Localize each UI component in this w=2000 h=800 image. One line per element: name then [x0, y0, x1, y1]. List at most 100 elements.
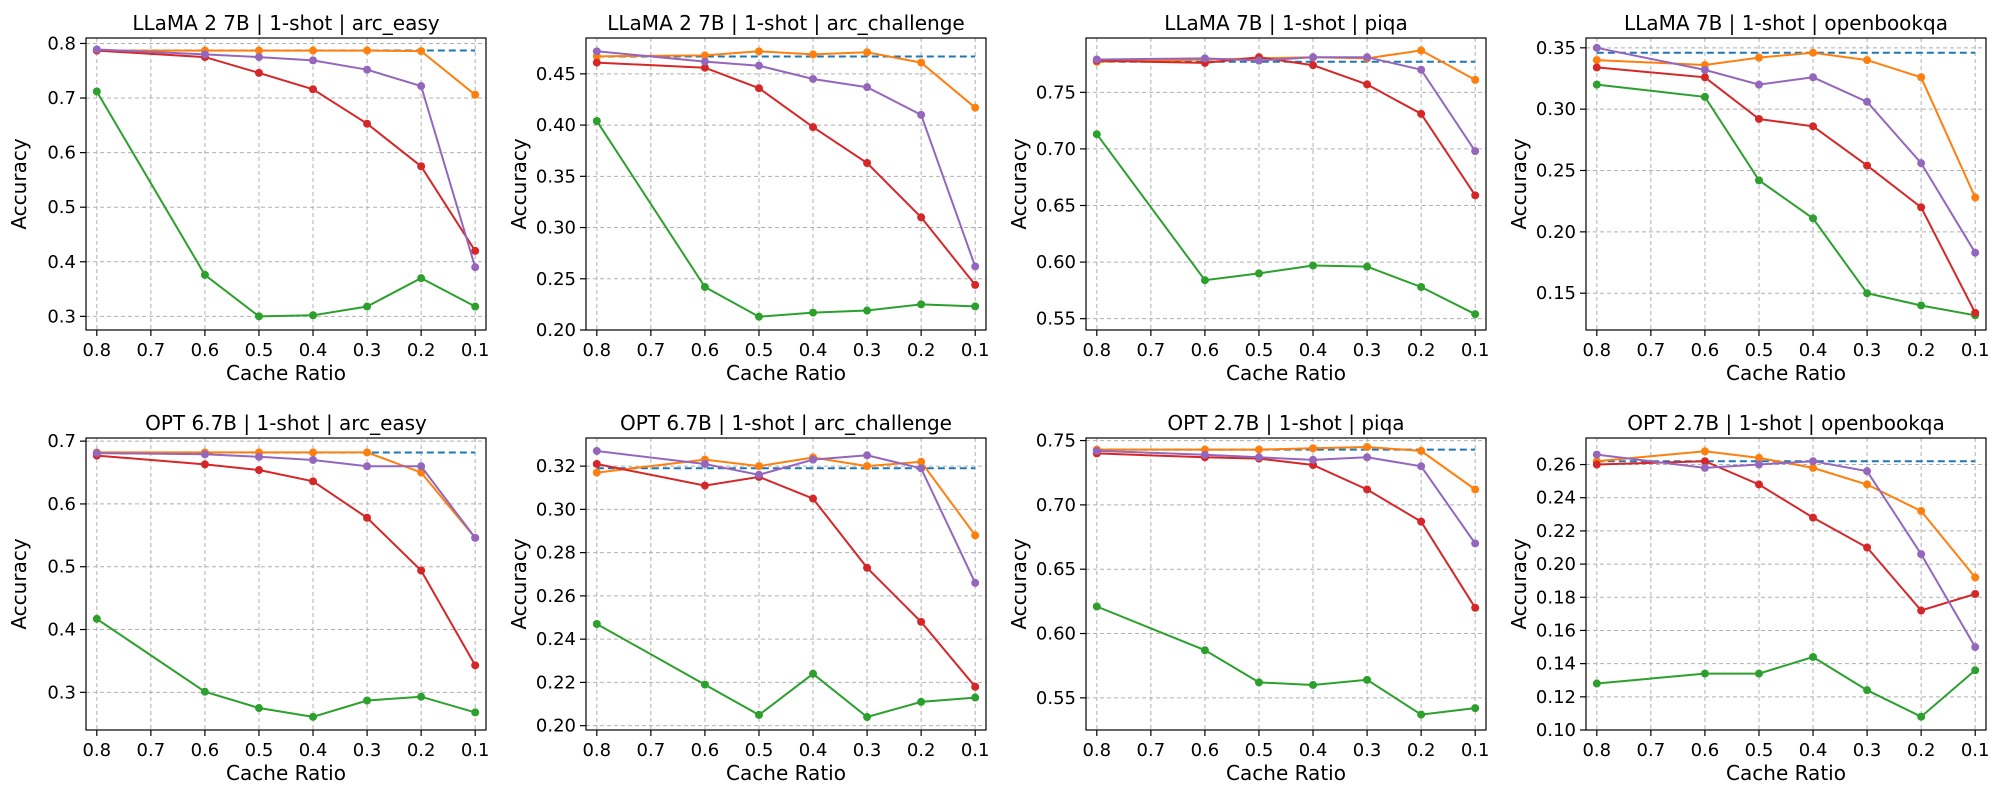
data-point: [1309, 53, 1318, 62]
x-tick-label: 0.3: [1353, 340, 1382, 361]
y-tick-label: 0.75: [1036, 431, 1076, 452]
y-tick-label: 0.15: [1536, 283, 1576, 304]
data-point: [200, 270, 209, 279]
data-point: [92, 87, 101, 96]
series-line-2: [96, 618, 476, 718]
y-tick-label: 0.3: [47, 306, 76, 327]
y-tick-label: 0.35: [536, 166, 576, 187]
data-point: [700, 282, 709, 291]
x-tick-label: 0.1: [461, 740, 490, 761]
data-point: [471, 533, 480, 542]
y-tick-label: 0.32: [536, 456, 576, 477]
data-point: [754, 312, 763, 321]
x-axis-label: Cache Ratio: [726, 761, 846, 785]
x-tick-label: 0.2: [1407, 340, 1436, 361]
data-point: [917, 697, 926, 706]
data-point: [592, 47, 601, 56]
y-tick-label: 0.18: [1536, 587, 1576, 608]
x-tick-label: 0.5: [1245, 340, 1274, 361]
data-point: [309, 46, 318, 55]
plot-frame: [585, 437, 987, 731]
y-tick-label: 0.3: [47, 682, 76, 703]
data-point: [1592, 450, 1601, 459]
data-point: [471, 302, 480, 311]
data-point: [1363, 443, 1372, 452]
data-point: [363, 448, 372, 457]
data-point: [1363, 485, 1372, 494]
data-point: [1254, 678, 1263, 687]
data-point: [309, 311, 318, 320]
data-point: [1309, 455, 1318, 464]
data-point: [471, 246, 480, 255]
data-point: [1200, 276, 1209, 285]
y-tick-label: 0.30: [536, 499, 576, 520]
x-tick-label: 0.6: [191, 740, 220, 761]
y-tick-label: 0.40: [536, 115, 576, 136]
data-point: [971, 578, 980, 587]
x-tick-label: 0.3: [353, 340, 382, 361]
data-point: [1863, 480, 1872, 489]
data-point: [1092, 602, 1101, 611]
data-point: [1417, 446, 1426, 455]
data-point: [417, 162, 426, 171]
chart-panel-5: 0.8 0.7 0.6 0.5 0.4 0.3 0.2 0.1 0.3 0.4 0.5 0.6 0.7 O…: [7, 411, 490, 785]
data-point: [1471, 704, 1480, 713]
y-tick-label: 0.5: [47, 197, 76, 218]
x-tick-label: 0.4: [1799, 340, 1828, 361]
data-point: [1254, 56, 1263, 65]
data-point: [863, 451, 872, 460]
x-tick-label: 0.7: [1137, 740, 1166, 761]
data-point: [363, 462, 372, 471]
x-tick-label: 0.4: [1299, 340, 1328, 361]
data-point: [700, 63, 709, 72]
data-point: [1700, 457, 1709, 466]
data-point: [1471, 603, 1480, 612]
x-axis-label: Cache Ratio: [1226, 361, 1346, 385]
data-point: [1971, 643, 1980, 652]
data-point: [592, 468, 601, 477]
y-axis-label: Accuracy: [1507, 538, 1531, 629]
y-tick-label: 0.20: [536, 320, 576, 341]
y-tick-label: 0.5: [47, 557, 76, 578]
data-point: [1754, 460, 1763, 469]
data-point: [1471, 539, 1480, 548]
y-tick-label: 0.24: [536, 629, 576, 650]
data-point: [1917, 301, 1926, 310]
data-point: [917, 110, 926, 119]
data-point: [917, 213, 926, 222]
data-point: [200, 687, 209, 696]
data-point: [1471, 191, 1480, 200]
data-point: [417, 566, 426, 575]
data-point: [92, 449, 101, 458]
x-tick-label: 0.2: [1907, 740, 1936, 761]
y-axis-label: Accuracy: [7, 138, 31, 229]
x-tick-label: 0.4: [1799, 740, 1828, 761]
data-point: [1200, 450, 1209, 459]
x-axis-label: Cache Ratio: [726, 361, 846, 385]
x-tick-label: 0.2: [1407, 740, 1436, 761]
x-tick-label: 0.3: [1853, 740, 1882, 761]
data-point: [1754, 453, 1763, 462]
data-point: [1971, 308, 1980, 317]
x-tick-label: 0.1: [1961, 340, 1990, 361]
y-tick-label: 0.60: [1036, 624, 1076, 645]
x-tick-label: 0.6: [1691, 340, 1720, 361]
y-tick-label: 0.55: [1036, 688, 1076, 709]
data-point: [1471, 147, 1480, 156]
data-point: [592, 446, 601, 455]
y-tick-label: 0.75: [1036, 82, 1076, 103]
data-point: [1754, 53, 1763, 62]
x-tick-label: 0.8: [582, 740, 611, 761]
x-tick-label: 0.8: [1082, 740, 1111, 761]
data-point: [917, 58, 926, 67]
data-point: [254, 46, 263, 55]
data-point: [700, 459, 709, 468]
chart-title: LLaMA 7B | 1-shot | openbookqa: [1624, 11, 1948, 35]
y-tick-label: 0.28: [536, 543, 576, 564]
x-tick-label: 0.5: [245, 740, 274, 761]
y-tick-label: 0.35: [1536, 38, 1576, 59]
plot-frame: [1085, 37, 1487, 331]
x-tick-label: 0.1: [461, 340, 490, 361]
x-tick-label: 0.7: [1637, 740, 1666, 761]
data-point: [1363, 262, 1372, 271]
